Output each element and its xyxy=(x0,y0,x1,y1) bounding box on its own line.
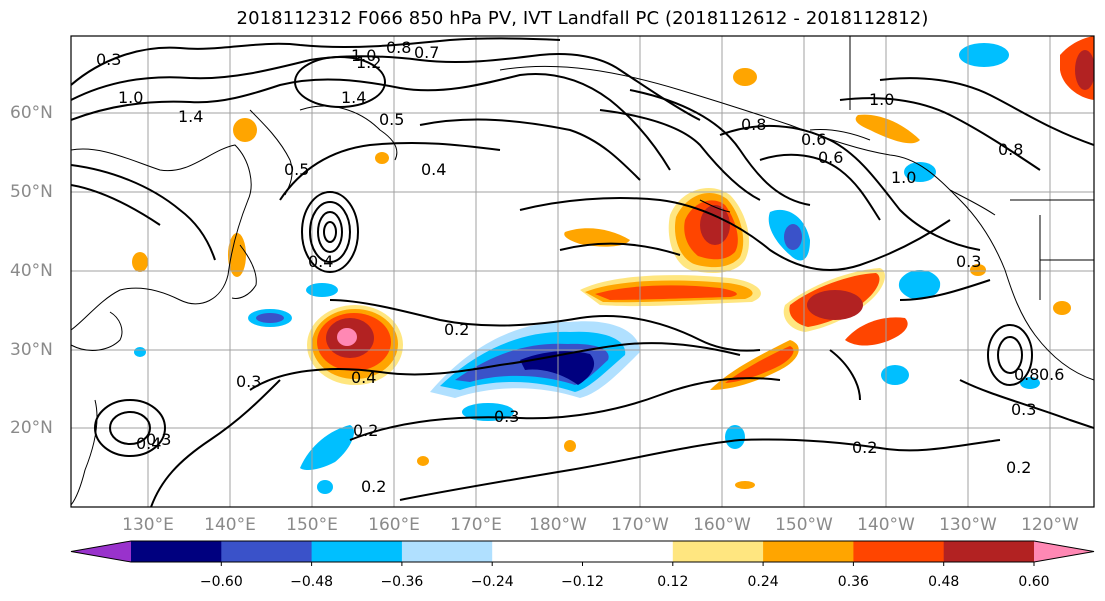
pv-positive-feature xyxy=(564,228,630,247)
graticule xyxy=(71,36,1094,507)
pv-positive-feature xyxy=(733,68,757,86)
pv-negative-feature xyxy=(784,224,802,250)
contour-label: 0.3 xyxy=(956,252,982,271)
pv-shading xyxy=(132,36,1094,494)
contour-label: 0.3 xyxy=(494,407,520,426)
contour-label: 0.5 xyxy=(284,160,310,179)
pv-positive-feature xyxy=(735,481,755,489)
contour-label: 0.2 xyxy=(361,477,387,496)
pv-positive-feature xyxy=(845,317,908,346)
pv-negative-feature xyxy=(1020,377,1040,389)
lon-label: 170°E xyxy=(450,515,502,535)
colorbar-tick-label: −0.48 xyxy=(290,574,334,590)
pv-positive-feature xyxy=(807,290,863,320)
contour-label: 0.8 xyxy=(1014,365,1040,384)
contour-label: 0.8 xyxy=(998,140,1024,159)
contour-label: 1.2 xyxy=(356,53,382,72)
contour-label: 1.4 xyxy=(178,107,204,126)
contour-label: 1.0 xyxy=(869,90,895,109)
pv-negative-feature xyxy=(317,480,333,494)
pv-positive-feature xyxy=(970,264,986,276)
pv-positive-feature xyxy=(725,346,794,383)
pv-positive-feature xyxy=(1075,50,1094,90)
pv-negative-feature xyxy=(300,425,355,470)
pv-positive-feature xyxy=(417,456,429,466)
lon-label: 160°W xyxy=(693,515,751,535)
colorbar-tick-label: 0.36 xyxy=(837,574,869,590)
lon-label: 130°W xyxy=(939,515,997,535)
pv-negative-feature xyxy=(256,313,284,323)
pv-negative-feature xyxy=(904,162,936,182)
pv-positive-feature xyxy=(132,252,148,272)
pv-negative-feature xyxy=(725,425,745,449)
contour-label: 0.8 xyxy=(741,115,767,134)
contour-label: 1.0 xyxy=(891,168,917,187)
contour-label: 1.0 xyxy=(351,46,377,65)
colorbar-tick-label: 0.48 xyxy=(928,574,960,590)
colorbar-tick-label: −0.12 xyxy=(561,574,604,590)
colorbar-tick-label: 0.60 xyxy=(1018,574,1050,590)
contour-label: 0.3 xyxy=(96,50,122,69)
chart-title: 2018112312 F066 850 hPa PV, IVT Landfall… xyxy=(236,8,929,29)
pv-positive-feature xyxy=(564,440,576,452)
lon-label: 140°E xyxy=(204,515,256,535)
contour-label: 1.4 xyxy=(341,88,367,107)
contour-label: 0.2 xyxy=(353,421,379,440)
pv-positive-feature xyxy=(855,114,920,144)
pv-positive-feature xyxy=(595,285,737,300)
contour-label: 0.2 xyxy=(852,438,878,457)
contour-label: 0.3 xyxy=(146,430,172,449)
lon-label: 150°E xyxy=(286,515,338,535)
contour-label: 0.6 xyxy=(1039,365,1065,384)
colorbar-tick-label: −0.24 xyxy=(470,574,514,590)
pv-positive-feature xyxy=(375,152,389,164)
lon-label: 170°W xyxy=(611,515,669,535)
lon-label: 160°E xyxy=(368,515,420,535)
contour-label: 0.7 xyxy=(414,43,440,62)
lon-label: 150°W xyxy=(775,515,833,535)
contour-label: 0.5 xyxy=(379,110,405,129)
contour-label: 0.3 xyxy=(1011,400,1037,419)
pv-contours xyxy=(71,37,1094,507)
pv-negative-feature xyxy=(881,365,909,385)
lon-label: 130°E xyxy=(122,515,174,535)
colorbar-tick-label: 0.12 xyxy=(657,574,689,590)
contour-label: 0.3 xyxy=(236,372,262,391)
colorbar-tick-label: −0.36 xyxy=(380,574,424,590)
lat-label: 60°N xyxy=(10,103,53,123)
lat-label: 20°N xyxy=(10,418,53,438)
lon-label: 180°W xyxy=(529,515,587,535)
pv-positive-feature xyxy=(228,233,246,277)
pv-positive-feature xyxy=(233,118,257,142)
contour-label: 0.4 xyxy=(136,434,162,453)
contour-label: 1.0 xyxy=(118,88,144,107)
lat-label: 30°N xyxy=(10,340,53,360)
pv-negative-feature xyxy=(306,283,338,297)
lon-label: 140°W xyxy=(857,515,915,535)
colorbar-tick-label: 0.24 xyxy=(747,574,779,590)
lat-label: 40°N xyxy=(10,261,53,281)
map-panel xyxy=(70,35,1095,508)
pv-positive-feature xyxy=(337,328,357,346)
lon-label: 120°W xyxy=(1021,515,1079,535)
contour-label: 0.4 xyxy=(308,252,334,271)
map-frame xyxy=(70,35,1095,508)
contour-label: 0.4 xyxy=(421,160,447,179)
pv-negative-feature xyxy=(959,43,1009,67)
pv-positive-feature xyxy=(1053,301,1071,315)
pv-negative-feature xyxy=(134,347,146,357)
colorbar-tick-label: −0.60 xyxy=(199,574,243,590)
contour-label: 0.8 xyxy=(386,38,412,57)
contour-label: 0.2 xyxy=(444,320,470,339)
pv-negative-feature xyxy=(898,270,941,300)
contour-label: 0.6 xyxy=(801,130,827,149)
contour-label: 0.6 xyxy=(818,148,844,167)
contour-label: 0.2 xyxy=(1006,458,1032,477)
contour-label: 0.4 xyxy=(351,368,377,387)
lat-label: 50°N xyxy=(10,182,53,202)
